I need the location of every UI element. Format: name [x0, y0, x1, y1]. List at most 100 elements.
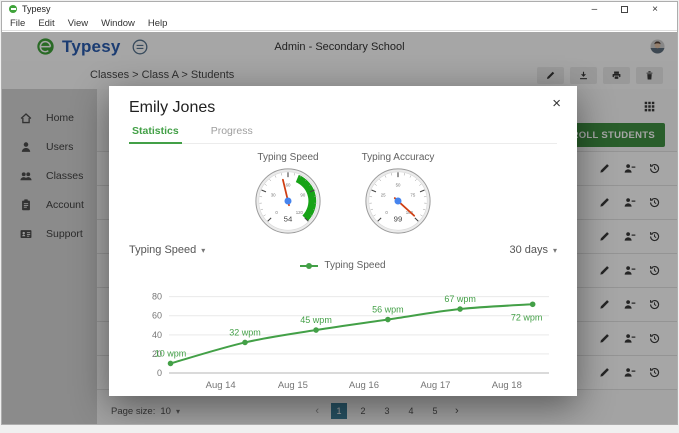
svg-text:32 wpm: 32 wpm [229, 327, 261, 337]
breadcrumb-bar: Classes > Class A > Students [2, 61, 677, 89]
typing-speed-chart: 0 20 40 60 80 Aug 14 Aug 15 Aug 16 Aug 17 Aug 18 1… [129, 273, 557, 397]
svg-text:72 wpm: 72 wpm [511, 312, 543, 322]
maximize-button[interactable] [621, 5, 629, 13]
window-controls: – × [592, 4, 670, 15]
menu-window[interactable]: Window [101, 17, 135, 29]
tab-progress[interactable]: Progress [210, 125, 253, 137]
page-size-value: 10 [160, 405, 171, 417]
svg-text:50: 50 [396, 183, 401, 188]
download-button[interactable] [570, 66, 597, 84]
print-button[interactable] [603, 66, 630, 84]
svg-text:0: 0 [275, 210, 278, 215]
gauge-dial: 025507510099 [343, 165, 453, 242]
brand-wordmark: Typesy [62, 36, 121, 56]
page-size-label: Page size: [111, 405, 156, 417]
breadcrumb[interactable]: Classes > Class A > Students [90, 69, 235, 81]
sidebar-item-home[interactable]: Home [2, 103, 97, 132]
edit-button[interactable] [537, 66, 564, 84]
menu-edit[interactable]: Edit [38, 17, 55, 29]
page-button-3[interactable]: 3 [384, 406, 390, 416]
chevron-down-icon: ▾ [175, 406, 180, 416]
sidebar: Home Users Classes Account Support [2, 89, 97, 424]
svg-text:Aug 16: Aug 16 [349, 380, 379, 391]
sidebar-item-users[interactable]: Users [2, 132, 97, 161]
metric-dropdown-value: Typing Speed [129, 244, 197, 256]
prev-page-button[interactable]: ‹ [315, 405, 319, 417]
svg-text:Aug 14: Aug 14 [206, 380, 236, 391]
chart-legend: Typing Speed [129, 260, 557, 271]
svg-text:10 wpm: 10 wpm [155, 348, 187, 358]
chevron-down-icon: ▾ [552, 245, 557, 255]
window-app-icon [9, 5, 17, 13]
svg-text:60: 60 [286, 183, 291, 188]
svg-text:Aug 15: Aug 15 [278, 380, 308, 391]
modal-tabs: Statistics Progress [129, 125, 557, 144]
sidebar-item-account[interactable]: Account [2, 190, 97, 219]
delete-button[interactable] [636, 66, 663, 84]
gauges-section: Typing Speed 0 30 60 90 120 54 Typing Accurac… [129, 152, 557, 242]
brand: Typesy [36, 37, 148, 57]
user-avatar[interactable] [650, 39, 665, 54]
range-dropdown[interactable]: 30 days ▾ [509, 244, 557, 256]
window-title: Typesy [22, 4, 51, 14]
toolbar [537, 66, 663, 84]
app-window: Typesy – × File Edit View Window Help Ty… [1, 1, 678, 425]
menu-view[interactable]: View [67, 17, 89, 29]
gauge-label: Typing Accuracy [361, 152, 435, 163]
sidebar-item-label: Support [46, 227, 83, 240]
svg-text:56 wpm: 56 wpm [372, 305, 404, 315]
page-button-4[interactable]: 4 [408, 406, 414, 416]
menu-bar: File Edit View Window Help [2, 16, 677, 31]
menu-file[interactable]: File [10, 17, 26, 29]
svg-text:99: 99 [394, 214, 403, 223]
svg-text:Aug 18: Aug 18 [492, 380, 522, 391]
pager: ‹ 1 2 3 4 5 › [97, 403, 677, 419]
app-header: Typesy Admin - Secondary School [2, 32, 677, 61]
sidebar-item-support[interactable]: Support [2, 219, 97, 248]
window-titlebar: Typesy – × [2, 2, 677, 16]
svg-text:120: 120 [296, 210, 304, 215]
svg-text:60: 60 [152, 311, 162, 321]
page-size-control[interactable]: Page size: 10 ▾ [111, 406, 180, 417]
svg-text:90: 90 [300, 192, 305, 197]
enroll-students-label: ENROLL STUDENTS [557, 129, 655, 141]
svg-text:Aug 17: Aug 17 [420, 380, 450, 391]
legend-label: Typing Speed [324, 260, 386, 271]
page-numbers: 1 2 3 4 5 [327, 403, 447, 419]
page-button-2[interactable]: 2 [360, 406, 366, 416]
svg-text:75: 75 [410, 192, 415, 197]
svg-text:0: 0 [157, 368, 162, 378]
sidebar-item-label: Home [46, 111, 75, 124]
close-window-button[interactable]: × [652, 3, 658, 15]
student-details-modal: Emily Jones × Statistics Progress Typing… [109, 86, 577, 396]
gauge-label: Typing Speed [257, 152, 319, 163]
gauge-dial: 0 30 60 90 120 54 [233, 165, 343, 242]
page-button-1[interactable]: 1 [331, 403, 347, 419]
sidebar-item-label: Users [46, 140, 74, 153]
modal-title: Emily Jones [129, 99, 216, 116]
school-badge-icon [132, 39, 147, 54]
close-modal-button[interactable]: × [552, 95, 561, 112]
svg-text:67 wpm: 67 wpm [444, 294, 476, 304]
next-page-button[interactable]: › [455, 405, 459, 417]
page-button-5[interactable]: 5 [432, 406, 438, 416]
sidebar-item-classes[interactable]: Classes [2, 161, 97, 190]
tab-statistics[interactable]: Statistics [129, 125, 182, 144]
svg-text:0: 0 [385, 210, 388, 215]
sidebar-item-label: Account [46, 198, 84, 211]
svg-text:80: 80 [152, 292, 162, 302]
range-dropdown-value: 30 days [509, 244, 548, 256]
metric-dropdown[interactable]: Typing Speed ▾ [129, 244, 205, 256]
svg-text:54: 54 [284, 214, 293, 223]
svg-text:25: 25 [381, 192, 386, 197]
minimize-button[interactable]: – [591, 3, 598, 15]
typing-accuracy-gauge: Typing Accuracy 025507510099 [343, 152, 453, 242]
typesy-logo-icon [37, 38, 54, 55]
pagination-bar: Page size: 10 ▾ ‹ 1 2 3 4 5 › [97, 398, 677, 424]
legend-line-marker-icon [300, 262, 319, 269]
menu-help[interactable]: Help [147, 17, 168, 29]
sidebar-item-label: Classes [46, 169, 84, 182]
svg-text:20: 20 [152, 349, 162, 359]
svg-text:30: 30 [271, 192, 276, 197]
